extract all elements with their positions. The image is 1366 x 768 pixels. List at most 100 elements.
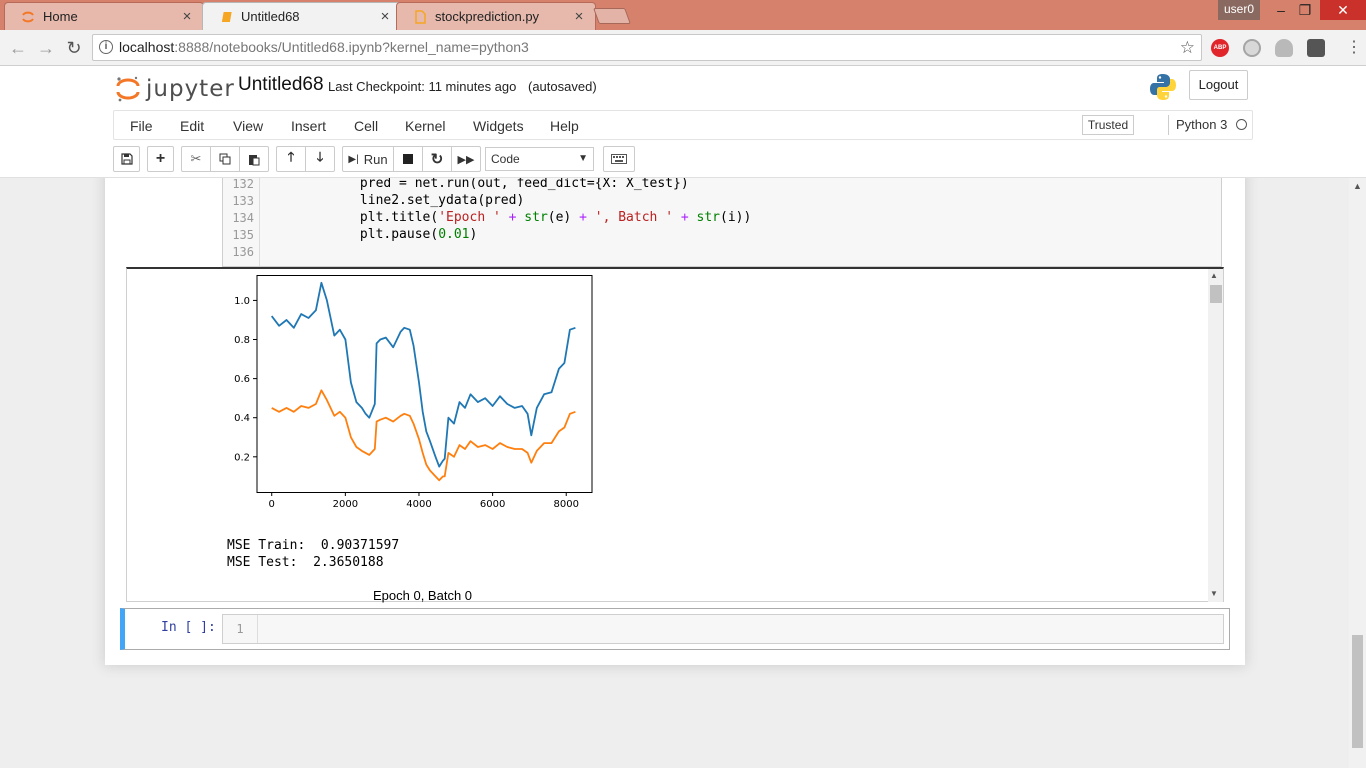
file-tab-icon — [413, 9, 427, 24]
add-cell-icon: + — [155, 150, 166, 167]
add-cell-button[interactable]: + — [147, 146, 174, 172]
output-scrollbar[interactable]: ▲ ▼ — [1208, 269, 1223, 602]
address-bar[interactable]: i localhost:8888/notebooks/Untitled68.ip… — [92, 34, 1202, 61]
move-up-button[interactable]: 🡑 — [276, 146, 306, 172]
scroll-up-icon[interactable]: ▲ — [1353, 181, 1362, 191]
tab-close-icon[interactable]: × — [182, 8, 192, 25]
browser-menu-icon[interactable]: ⋮ — [1346, 39, 1362, 56]
menu-widgets[interactable]: Widgets — [473, 118, 524, 134]
line-number: 132 — [232, 178, 254, 191]
globe-icon[interactable] — [1243, 39, 1261, 57]
save-button[interactable] — [113, 146, 140, 172]
kernel-separator — [1168, 115, 1169, 135]
cut-button[interactable]: ✂ — [181, 146, 211, 172]
menu-kernel[interactable]: Kernel — [405, 118, 446, 134]
kernel-idle-icon — [1236, 119, 1247, 130]
move-down-button[interactable]: 🡓 — [305, 146, 335, 172]
jupyter-logo[interactable]: jupyter — [116, 72, 235, 106]
jupyter-tab-icon — [21, 10, 35, 24]
jupyter-header: jupyter Untitled68 Last Checkpoint: 11 m… — [0, 66, 1366, 178]
x-tick-label: 2000 — [333, 499, 358, 510]
y-tick-label: 0.8 — [234, 335, 250, 346]
paste-icon — [249, 154, 260, 165]
command-palette-button[interactable] — [603, 146, 635, 172]
output-scroll-thumb[interactable] — [1210, 285, 1222, 303]
line-number: 134 — [232, 211, 254, 225]
mse-test-text: MSE Test: 2.3650188 — [227, 555, 384, 570]
x-tick-label: 6000 — [480, 499, 505, 510]
cell-type-select[interactable]: Code ▼ — [485, 147, 594, 171]
line-chart: 0 2000 4000 6000 8000 0.2 0.4 0.6 0.8 1.0 — [234, 275, 593, 510]
new-tab-button[interactable] — [593, 8, 631, 24]
browser-toolbar: ← → ↻ i localhost:8888/notebooks/Untitle… — [0, 30, 1366, 66]
y-tick-label: 0.4 — [234, 413, 250, 424]
forward-button[interactable]: → — [37, 38, 55, 58]
copy-icon — [219, 153, 231, 165]
logout-button[interactable]: Logout — [1189, 70, 1248, 100]
series-line-1 — [271, 389, 576, 482]
bookmark-star-icon[interactable]: ☆ — [1179, 38, 1195, 57]
profile-user-badge[interactable]: user0 — [1218, 0, 1260, 20]
restart-icon: ↻ — [430, 151, 444, 168]
minimize-button[interactable]: – — [1277, 2, 1285, 18]
x-tick-label: 8000 — [554, 499, 579, 510]
menu-help[interactable]: Help — [550, 118, 579, 134]
run-button[interactable]: ▶︎| Run — [342, 146, 394, 172]
close-window-button[interactable]: ✕ — [1320, 0, 1366, 20]
menu-file[interactable]: File — [130, 118, 153, 134]
adblock-icon[interactable]: ABP — [1211, 39, 1229, 57]
y-tick-label: 1.0 — [234, 296, 250, 307]
save-icon — [120, 153, 133, 165]
copy-button[interactable] — [210, 146, 240, 172]
tab-untitled68[interactable]: Untitled68 × — [202, 2, 402, 30]
code-line: plt.pause(0.01) — [266, 227, 478, 242]
paste-button[interactable] — [239, 146, 269, 172]
page-scrollbar[interactable]: ▲ — [1349, 178, 1366, 768]
url-host: localhost — [119, 39, 175, 55]
stop-icon — [403, 154, 413, 164]
kernel-name[interactable]: Python 3 — [1176, 117, 1228, 132]
interrupt-button[interactable] — [393, 146, 423, 172]
code-cell-input[interactable]: 132 133 134 135 136 pred = net.run(out, … — [222, 178, 1222, 267]
empty-code-cell[interactable]: In [ ]: 1 — [120, 608, 1230, 650]
line-number: 135 — [232, 228, 254, 242]
cell-type-value: Code — [491, 152, 520, 166]
notebook-tab-icon — [219, 10, 233, 24]
restart-run-all-button[interactable]: ▶▶ — [451, 146, 481, 172]
camera-icon[interactable] — [1307, 39, 1325, 57]
cloud-icon[interactable] — [1275, 39, 1293, 57]
tab-home[interactable]: Home × — [4, 2, 204, 30]
line-number-gutter: 132 133 134 135 136 — [223, 178, 260, 266]
url-path: :8888/notebooks/Untitled68.ipynb?kernel_… — [174, 39, 529, 55]
reload-button[interactable]: ↻ — [66, 38, 82, 58]
x-tick-label: 0 — [269, 499, 275, 510]
y-tick-label: 0.6 — [234, 374, 250, 385]
autosave-status: (autosaved) — [528, 79, 597, 94]
line-number: 133 — [232, 194, 254, 208]
restart-button[interactable]: ↻ — [422, 146, 452, 172]
info-icon[interactable]: i — [99, 40, 113, 54]
code-cell-input[interactable]: 1 — [222, 614, 1224, 644]
menu-cell[interactable]: Cell — [354, 118, 379, 134]
restore-button[interactable]: ❐ — [1298, 2, 1312, 18]
code-line: pred = net.run(out, feed_dict={X: X_test… — [266, 178, 689, 191]
keyboard-icon — [611, 154, 627, 164]
scroll-up-icon[interactable]: ▲ — [1210, 271, 1218, 280]
back-button[interactable]: ← — [9, 38, 27, 58]
line-number: 136 — [232, 245, 254, 259]
menu-view[interactable]: View — [233, 118, 264, 134]
scroll-down-icon[interactable]: ▼ — [1210, 589, 1218, 598]
menu-edit[interactable]: Edit — [180, 118, 205, 134]
trusted-indicator[interactable]: Trusted — [1082, 115, 1134, 135]
notebook-name[interactable]: Untitled68 — [238, 74, 324, 95]
menu-insert[interactable]: Insert — [291, 118, 327, 134]
fast-forward-icon: ▶▶ — [457, 153, 475, 166]
python-logo-icon — [1148, 72, 1178, 107]
tab-close-icon[interactable]: × — [380, 8, 390, 25]
tab-stockprediction[interactable]: stockprediction.py × — [396, 2, 596, 30]
tab-title: Untitled68 — [241, 9, 300, 24]
jupyter-logo-icon — [116, 76, 140, 102]
tab-close-icon[interactable]: × — [574, 8, 584, 25]
code-line: plt.title('Epoch ' + str(e) + ', Batch '… — [266, 210, 752, 225]
page-scroll-thumb[interactable] — [1352, 635, 1363, 748]
